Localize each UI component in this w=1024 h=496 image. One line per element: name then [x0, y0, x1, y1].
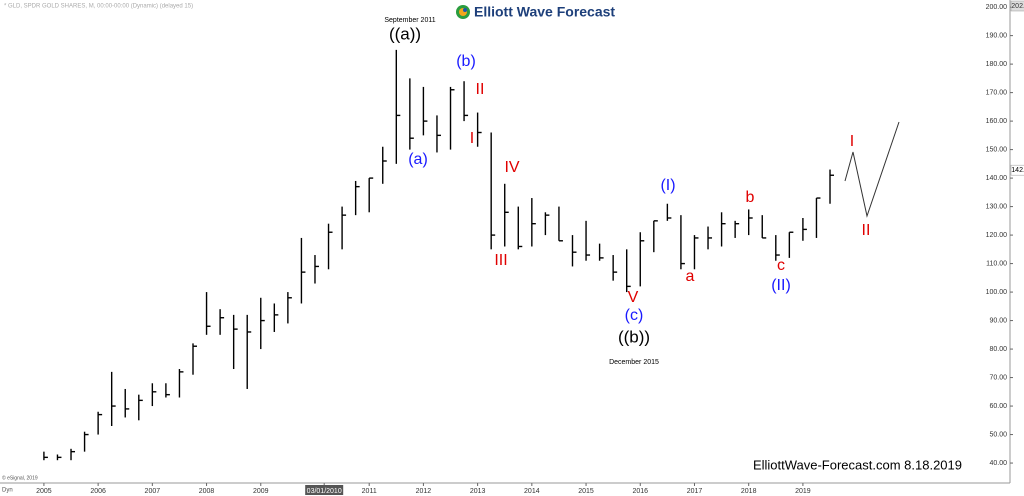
wave-label: ((a)): [389, 24, 421, 43]
price-marker: [1010, 164, 1024, 176]
x-tick-label: 2015: [578, 488, 594, 495]
x-tick-label: 2007: [145, 488, 161, 495]
y-tick-label: 80.00: [989, 346, 1007, 353]
y-tick-label: 130.00: [986, 203, 1008, 210]
price-marker: [1010, 0, 1024, 12]
x-tick-label: 2005: [36, 488, 52, 495]
logo-text: Elliott Wave Forecast: [474, 4, 615, 20]
x-tick-label: 2018: [741, 488, 757, 495]
wave-label: I: [470, 130, 474, 147]
y-tick-label: 50.00: [989, 431, 1007, 438]
y-tick-label: 190.00: [986, 32, 1008, 39]
wave-label: I: [850, 133, 854, 150]
corner-label: Dyn: [2, 488, 13, 494]
cursor-label-bg: [305, 485, 344, 495]
chart-header: * GLD, SPDR GOLD SHARES, M, 00:00-00:00 …: [4, 4, 193, 10]
wave-label: (a): [408, 151, 428, 168]
x-tick-label: 2011: [362, 488, 377, 495]
logo: Elliott Wave Forecast: [456, 4, 615, 20]
wave-label: II: [476, 81, 485, 98]
y-tick-label: 160.00: [986, 118, 1008, 125]
wave-label: ((b)): [618, 327, 650, 346]
wave-label: (II): [771, 277, 791, 294]
logo-icon: [463, 8, 467, 12]
y-tick-label: 70.00: [989, 374, 1007, 381]
x-tick-label: 2017: [687, 488, 703, 495]
x-tick-label: 2012: [416, 488, 432, 495]
x-tick-label: 2014: [524, 488, 540, 495]
y-tick-label: 110.00: [986, 260, 1007, 267]
wave-label: December 2015: [609, 359, 659, 366]
wave-label: b: [746, 189, 755, 206]
wave-label: September 2011: [384, 17, 435, 24]
wave-label: a: [686, 268, 695, 285]
x-tick-label: 2008: [199, 488, 215, 495]
x-tick-label: 2013: [470, 488, 486, 495]
wave-label: II: [862, 222, 871, 239]
wave-label: (I): [660, 177, 675, 194]
y-tick-label: 40.00: [989, 460, 1007, 467]
wave-label: V: [628, 289, 639, 306]
x-tick-label: 2016: [632, 488, 648, 495]
wave-label: III: [494, 252, 507, 269]
projection-path: [844, 121, 900, 218]
y-tick-label: 170.00: [986, 89, 1008, 96]
copyright: © eSignal, 2019: [2, 474, 38, 481]
footer: ElliottWave-Forecast.com 8.18.2019: [753, 457, 962, 472]
y-tick-label: 90.00: [989, 317, 1007, 324]
x-tick-label: 03/01/2010: [307, 488, 342, 495]
y-tick-label: 140.00: [986, 175, 1008, 182]
price-marker-label: 202.34: [1011, 3, 1024, 10]
x-tick-label: 2019: [795, 488, 811, 495]
x-tick-label: 2006: [90, 488, 106, 495]
wave-label: (b): [456, 53, 476, 70]
price-marker-label: 142.78: [1011, 167, 1024, 174]
y-tick-label: 180.00: [986, 61, 1008, 68]
wave-label: c: [777, 257, 785, 274]
y-tick-label: 150.00: [986, 146, 1008, 153]
wave-label: (c): [625, 307, 644, 324]
y-tick-label: 120.00: [986, 232, 1008, 239]
y-tick-label: 100.00: [986, 289, 1008, 296]
wave-label: IV: [504, 159, 519, 176]
y-tick-label: 60.00: [989, 403, 1007, 410]
x-tick-label: 2009: [253, 488, 269, 495]
y-tick-label: 200.00: [986, 4, 1008, 11]
